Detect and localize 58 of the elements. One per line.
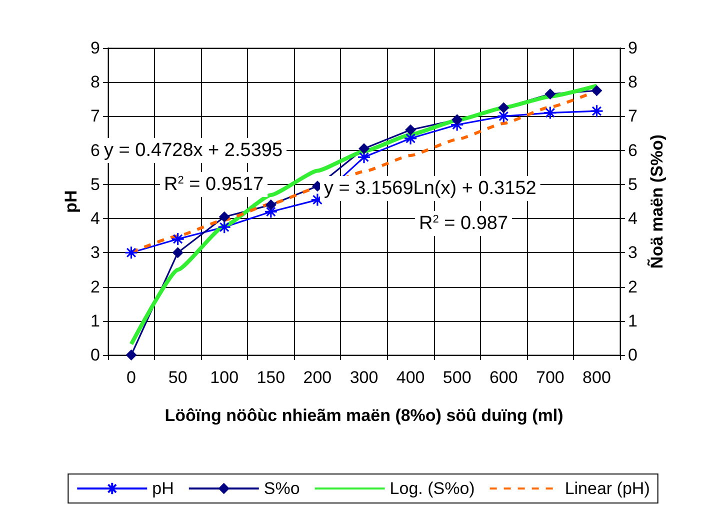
point (544, 88, 556, 100)
y-tick-label: 7 (90, 106, 100, 126)
x-tick-label: 400 (396, 368, 425, 387)
legend-label: S%o (264, 479, 300, 498)
x-tick-label: 200 (303, 368, 332, 387)
point (404, 132, 418, 146)
y2-tick-label: 9 (628, 38, 638, 58)
y-tick-label: 6 (90, 140, 100, 160)
x-tick-label: 100 (210, 368, 239, 387)
y2-tick-label: 6 (628, 140, 638, 160)
y-tick-label: 0 (90, 346, 100, 364)
y2-tick-label: 0 (628, 346, 638, 364)
x-tick-label: 0 (126, 368, 136, 387)
point (358, 143, 370, 154)
x-tick-label: 800 (582, 368, 611, 387)
point (452, 114, 463, 126)
y2-tick-label: 8 (628, 72, 638, 92)
y-tick-label: 8 (90, 72, 100, 92)
y2-tick-label: 3 (628, 243, 638, 262)
legend-label: pH (152, 479, 174, 498)
point (172, 247, 184, 258)
x-tick-label: 50 (168, 368, 188, 387)
y-axis-title: pH (62, 190, 81, 213)
x-tick-label: 500 (442, 368, 472, 387)
y2-axis-title: Ñoä maën (S%o) (646, 134, 666, 269)
x-axis-title: Löôïng nöôùc nhieãm maën (8%o) söû duïng (ml) (164, 406, 564, 425)
point (218, 220, 232, 234)
point (126, 350, 137, 360)
point (124, 246, 138, 260)
point (498, 102, 510, 114)
y-tick-label: 2 (90, 277, 100, 296)
y-tick-label: 4 (90, 209, 100, 228)
y2-tick-label: 4 (628, 209, 638, 228)
annotation: y = 0.4728x + 2.5395 (104, 140, 283, 161)
point (171, 232, 185, 246)
y2-tick-label: 2 (628, 277, 638, 296)
point (590, 104, 604, 118)
y-tick-label: 9 (90, 38, 100, 58)
point (405, 124, 416, 136)
point (310, 192, 324, 207)
x-tick-label: 600 (489, 368, 518, 387)
point (543, 106, 557, 120)
y-tick-label: 5 (90, 174, 100, 194)
x-tick-label: 700 (536, 368, 564, 387)
annotation: y = 3.1569Ln(x) + 0.3152 (324, 178, 536, 199)
point (218, 211, 230, 222)
y2-tick-label: 1 (628, 311, 638, 330)
point (591, 85, 602, 96)
point (357, 150, 371, 164)
y2-tick-label: 7 (628, 106, 638, 126)
legend-label: Linear (pH) (564, 479, 650, 498)
legend-label: Log. (S%o) (390, 479, 475, 498)
y-tick-label: 3 (90, 243, 100, 262)
point (265, 199, 276, 210)
y-tick-label: 1 (90, 311, 100, 330)
y2-tick-label: 5 (628, 174, 638, 194)
x-tick-label: 300 (350, 368, 378, 387)
x-tick-label: 150 (256, 368, 286, 387)
